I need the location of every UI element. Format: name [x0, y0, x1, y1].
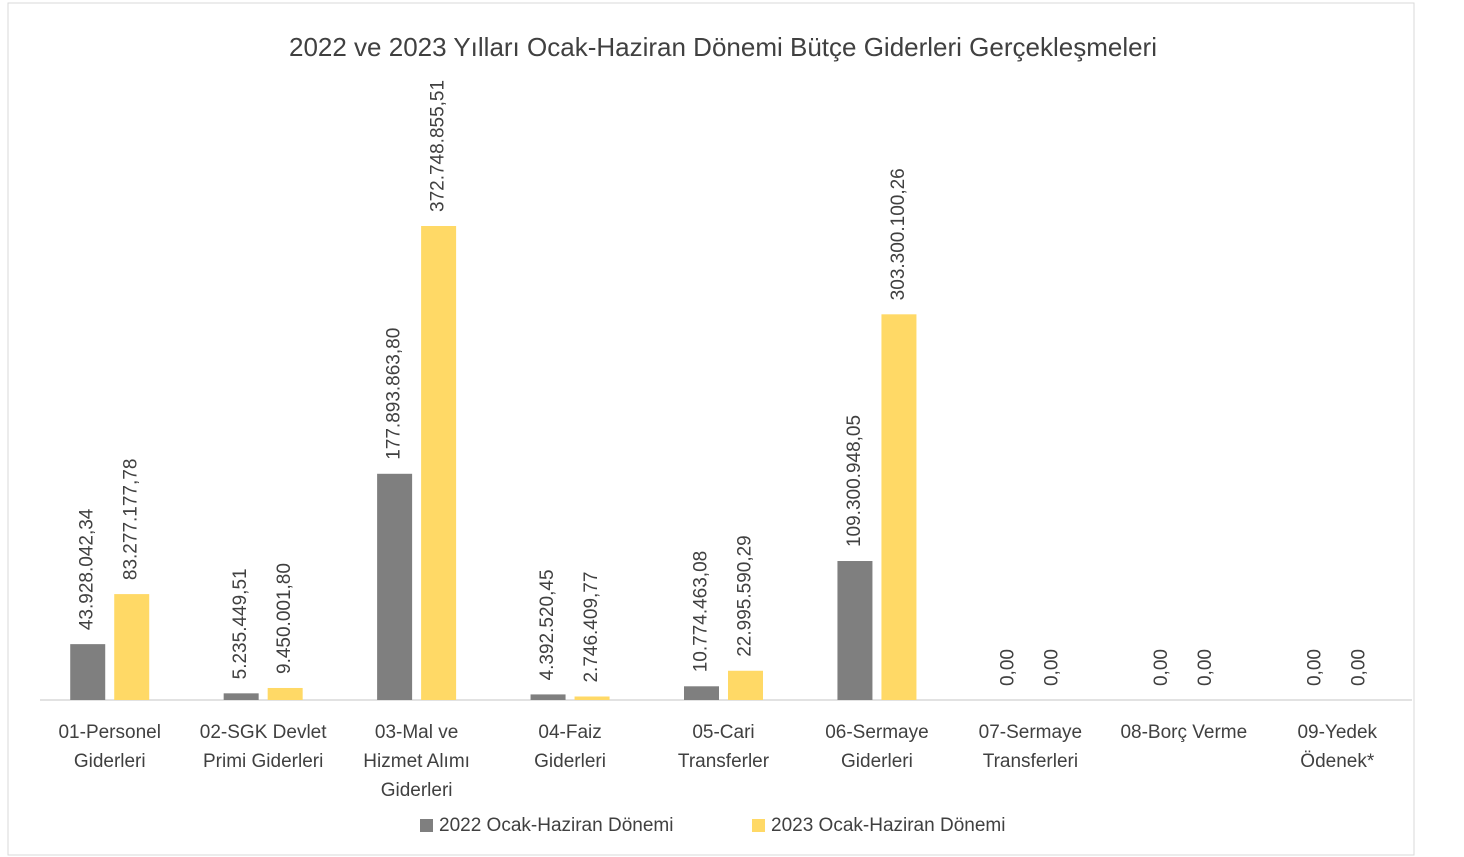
- x-tick-label: 04-Faiz Giderleri: [534, 722, 606, 772]
- bar: [421, 226, 457, 700]
- legend-swatch: [420, 819, 433, 832]
- data-label: 4.392.520,45: [537, 569, 558, 680]
- x-tick-label: 06-Sermaye Giderleri: [825, 722, 929, 772]
- data-label: 0,00: [1195, 649, 1216, 686]
- x-tick-label-line: 07-Sermaye: [979, 722, 1083, 743]
- bar: [530, 694, 566, 700]
- data-label: 0,00: [1041, 649, 1062, 686]
- data-label: 177.893.863,80: [384, 328, 405, 460]
- bar: [377, 473, 413, 700]
- x-tick-label-line: 06-Sermaye: [825, 722, 929, 743]
- x-tick-label-line: Transferleri: [983, 751, 1078, 772]
- data-label: 9.450.001,80: [274, 563, 295, 674]
- data-label: 83.277.177,78: [121, 459, 142, 581]
- chart-frame: [7, 2, 1415, 856]
- bar: [267, 687, 303, 700]
- data-label: 43.928.042,34: [77, 508, 98, 630]
- x-tick-label: 05-Cari Transferler: [678, 722, 770, 772]
- x-tick-label: 02-SGK Devlet Primi Giderleri: [200, 722, 327, 772]
- data-label: 303.300.100,26: [888, 168, 909, 300]
- bar: [70, 644, 106, 700]
- x-tick-label-line: 04-Faiz: [538, 722, 601, 743]
- bar: [837, 561, 873, 700]
- x-tick-label-line: Primi Giderleri: [203, 751, 323, 772]
- data-label: 5.235.449,51: [230, 568, 251, 679]
- x-tick-label-line: 01-Personel: [58, 722, 160, 743]
- x-tick-label-line: Ödenek*: [1300, 751, 1375, 772]
- x-tick-label-line: 02-SGK Devlet: [200, 722, 327, 743]
- x-tick-label-line: Hizmet Alımı: [363, 751, 470, 772]
- legend-label: 2022 Ocak-Haziran Dönemi: [439, 815, 673, 836]
- bar: [684, 686, 719, 700]
- x-tick-label: 07-Sermaye Transferleri: [979, 722, 1083, 772]
- bar: [728, 670, 763, 700]
- data-label: 22.995.590,29: [735, 535, 756, 657]
- chart-title: 2022 ve 2023 Yılları Ocak-Haziran Dönemi…: [289, 32, 1157, 62]
- data-label: 372.748.855,51: [428, 80, 449, 212]
- x-tick-label: 09-Yedek Ödenek*: [1297, 722, 1377, 772]
- x-tick-label-line: 08-Borç Verme: [1120, 722, 1247, 743]
- data-label: 109.300.948,05: [844, 415, 865, 547]
- x-tick-label-line: Giderleri: [534, 751, 606, 772]
- x-tick-label-line: Giderleri: [841, 751, 913, 772]
- data-label: 10.774.463,08: [691, 551, 712, 673]
- data-label: 0,00: [1348, 649, 1369, 686]
- data-label: 0,00: [1151, 649, 1172, 686]
- x-tick-label: 01-Personel Giderleri: [58, 722, 160, 772]
- bar: [574, 696, 610, 700]
- data-label: 0,00: [1304, 649, 1325, 686]
- legend-label: 2023 Ocak-Haziran Dönemi: [771, 815, 1005, 836]
- x-tick-label-line: Giderleri: [381, 780, 453, 801]
- bar: [114, 594, 150, 700]
- x-tick-label: 08-Borç Verme: [1120, 722, 1247, 743]
- data-label: 0,00: [997, 649, 1018, 686]
- legend-swatch: [752, 819, 765, 832]
- x-tick-label-line: 05-Cari: [692, 722, 754, 743]
- x-tick-label-line: Transferler: [678, 751, 770, 772]
- x-tick-label: 03-Mal ve Hizmet Alımı Giderleri: [363, 722, 470, 801]
- x-tick-label-line: 03-Mal ve: [375, 722, 458, 743]
- x-tick-label-line: Giderleri: [74, 751, 146, 772]
- bar: [223, 693, 259, 700]
- data-label: 2.746.409,77: [581, 572, 602, 683]
- x-tick-label-line: 09-Yedek: [1297, 722, 1377, 743]
- bar: [881, 314, 917, 700]
